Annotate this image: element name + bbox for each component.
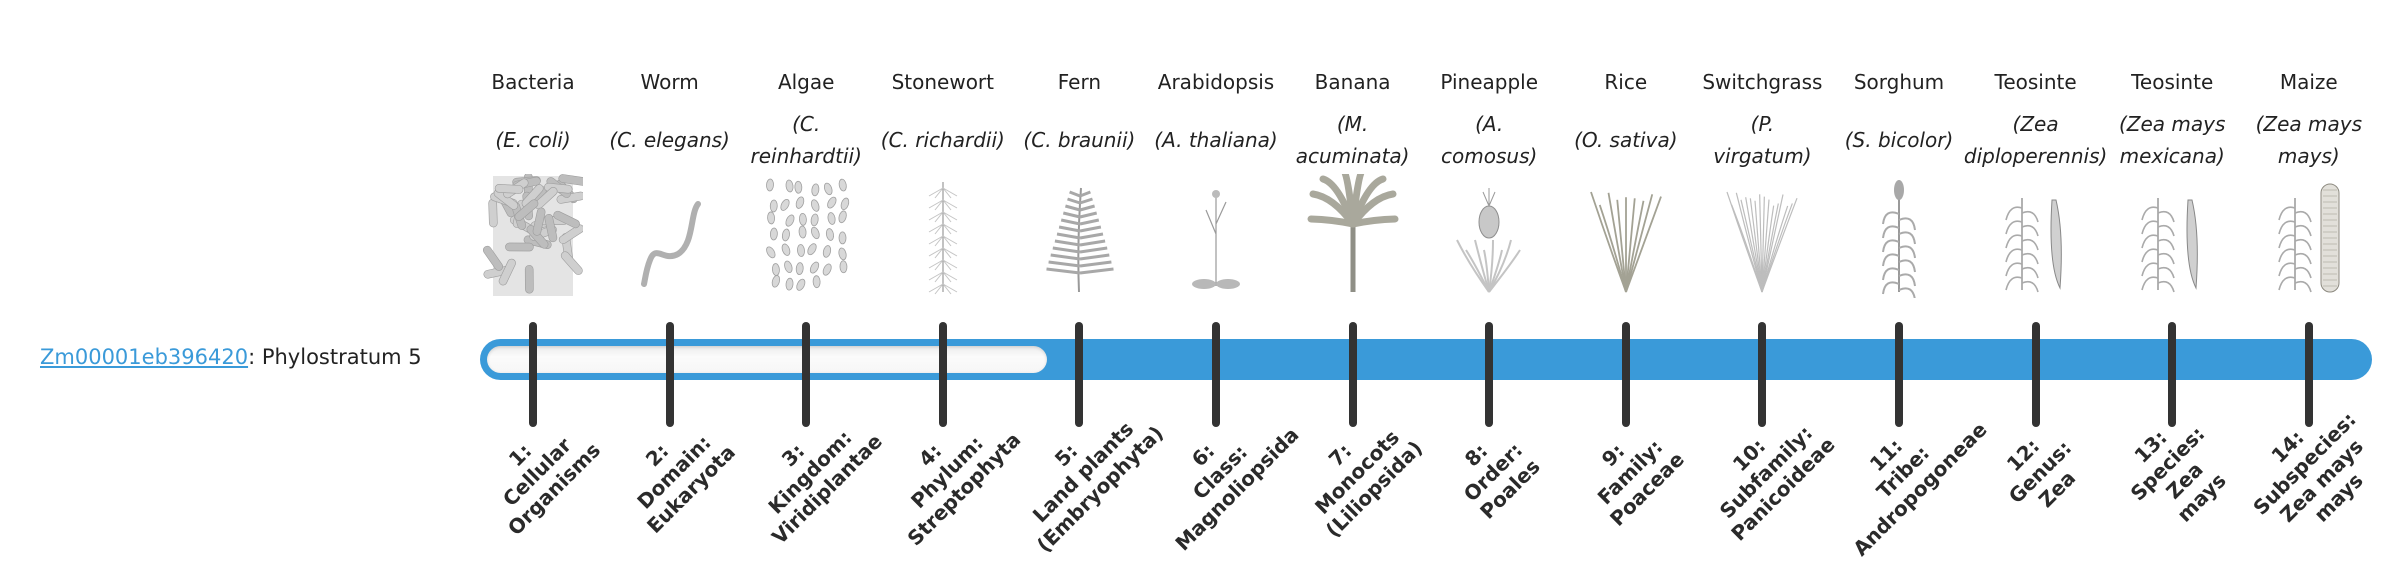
rank-label-text: 5: Land plants (Embryophyta) bbox=[998, 387, 1168, 557]
rank-label-text: 14: Subspecies: Zea mays mays bbox=[2231, 390, 2394, 553]
gene-id-link[interactable]: Zm00001eb396420 bbox=[40, 345, 249, 369]
scientific-name-line: (E. coli) bbox=[495, 128, 571, 152]
rank-tick bbox=[2304, 322, 2313, 427]
organism-scientific-name: (C. richardii) bbox=[865, 108, 1021, 172]
scientific-name-line: mays) bbox=[2277, 144, 2340, 168]
scientific-name-line: comosus) bbox=[1441, 144, 1538, 168]
rank-label-text: 3: Kingdom: Viridiplantae bbox=[733, 395, 887, 548]
switchgrass-icon bbox=[1712, 174, 1812, 298]
rank-label-text: 10: Subfamily: Panicoideae bbox=[1693, 398, 1840, 546]
scientific-name-line: (C. bbox=[792, 112, 821, 136]
arabidopsis-icon bbox=[1166, 174, 1266, 298]
scientific-name-line: (Zea mays bbox=[2118, 112, 2226, 136]
organism-scientific-name: (M. acuminata) bbox=[1275, 108, 1431, 172]
bar-empty-track bbox=[487, 346, 1048, 373]
organism-common-name: Teosinte bbox=[2131, 70, 2214, 94]
organism-scientific-name: (C. braunii) bbox=[1001, 108, 1157, 172]
rank-label-text: 8: Order: Poales bbox=[1441, 420, 1545, 524]
scientific-name-line: (C. elegans) bbox=[609, 128, 730, 152]
rank-tick bbox=[2168, 322, 2177, 427]
scientific-name-line: (A. thaliana) bbox=[1154, 128, 1278, 152]
organism-common-name: Arabidopsis bbox=[1157, 70, 1275, 94]
rank-tick bbox=[1212, 322, 1220, 427]
rank-tick bbox=[938, 322, 947, 427]
rank-tick bbox=[1348, 322, 1357, 427]
scientific-name-line: virgatum) bbox=[1713, 144, 1812, 168]
rice-icon bbox=[1576, 174, 1676, 298]
organism-scientific-name: (P. virgatum) bbox=[1684, 108, 1840, 172]
rank-label-text: 12: Genus: Zea bbox=[1986, 419, 2092, 525]
organism-common-name: Banana bbox=[1314, 70, 1391, 94]
rank-label-text: 13: Species: Zea mays bbox=[2109, 405, 2244, 540]
organism-scientific-name: (Zea diploperennis) bbox=[1958, 108, 2114, 172]
algae-icon bbox=[756, 174, 856, 298]
organism-common-name: Sorghum bbox=[1853, 70, 1945, 94]
rank-tick bbox=[1895, 322, 1903, 427]
rank-label-text: 1: Cellular Organisms bbox=[469, 404, 605, 540]
scientific-name-line: acuminata) bbox=[1295, 144, 1410, 168]
organism-scientific-name: (O. sativa) bbox=[1548, 108, 1704, 172]
organism-scientific-name: (C. reinhardtii) bbox=[728, 108, 884, 172]
organism-scientific-name: (A. thaliana) bbox=[1138, 108, 1294, 172]
rank-label-text: 4: Phylum: Streptophyta bbox=[868, 394, 1025, 551]
organism-common-name: Maize bbox=[2279, 70, 2338, 94]
organism-scientific-name: (Zea mays mays) bbox=[2231, 108, 2387, 172]
rank-tick bbox=[1485, 322, 1494, 427]
organism-scientific-name: (E. coli) bbox=[455, 108, 611, 172]
phylostratum-text: Phylostratum 5 bbox=[261, 345, 422, 369]
scientific-name-line: (C. richardii) bbox=[880, 128, 1005, 152]
organism-scientific-name: (Zea mays mexicana) bbox=[2094, 108, 2250, 172]
scientific-name-line: diploperennis) bbox=[1963, 144, 2108, 168]
scientific-name-line: mexicana) bbox=[2119, 144, 2225, 168]
organism-common-name: Fern bbox=[1057, 70, 1102, 94]
rank-tick bbox=[1075, 322, 1084, 427]
organism-common-name: Worm bbox=[640, 70, 699, 94]
organism-scientific-name: (A. comosus) bbox=[1411, 108, 1567, 172]
teosinte-icon bbox=[2122, 174, 2222, 298]
organism-scientific-name: (C. elegans) bbox=[592, 108, 748, 172]
phylostratum-bar bbox=[480, 339, 2372, 380]
organism-common-name: Teosinte bbox=[1994, 70, 2077, 94]
organism-scientific-name: (S. bicolor) bbox=[1821, 108, 1977, 172]
scientific-name-line: (S. bicolor) bbox=[1844, 128, 1954, 152]
scientific-name-line: (O. sativa) bbox=[1574, 128, 1678, 152]
stonewort-icon bbox=[893, 174, 993, 298]
banana-icon bbox=[1303, 165, 1403, 298]
rank-tick bbox=[2031, 322, 2040, 427]
rank-label-text: 11: Tribe: Andropogoneae bbox=[1814, 383, 1991, 560]
rank-label-text: 6: Class: Magnoliopsida bbox=[1137, 389, 1303, 555]
organism-common-name: Stonewort bbox=[891, 70, 994, 94]
pineapple-icon bbox=[1439, 174, 1539, 298]
scientific-name-line: (P. bbox=[1750, 112, 1775, 136]
organism-common-name: Pineapple bbox=[1440, 70, 1539, 94]
scientific-name-line: (Zea mays bbox=[2255, 112, 2362, 136]
organism-common-name: Switchgrass bbox=[1702, 70, 1823, 94]
maize-icon bbox=[2259, 174, 2359, 298]
rank-label-text: 2: Domain: Eukaryota bbox=[608, 406, 740, 538]
organism-common-name: Rice bbox=[1604, 70, 1648, 94]
rank-tick bbox=[665, 322, 674, 427]
scientific-name-line: (A. bbox=[1475, 112, 1504, 136]
rank-tick bbox=[1621, 322, 1630, 427]
bacteria-icon bbox=[483, 172, 587, 298]
organism-common-name: Bacteria bbox=[491, 70, 575, 94]
separator: : bbox=[248, 345, 262, 369]
scientific-name-line: reinhardtii) bbox=[750, 144, 862, 168]
teosinte-icon bbox=[1986, 174, 2086, 298]
organism-common-name: Algae bbox=[777, 70, 835, 94]
scientific-name-line: (Zea bbox=[2012, 112, 2059, 136]
worm-icon bbox=[620, 174, 720, 298]
rank-tick bbox=[1758, 322, 1767, 427]
sorghum-icon bbox=[1849, 174, 1949, 301]
scientific-name-line: (C. braunii) bbox=[1023, 128, 1136, 152]
scientific-name-line: (M. bbox=[1336, 112, 1369, 136]
rank-tick bbox=[529, 322, 537, 427]
rank-tick bbox=[802, 322, 811, 427]
fern-icon bbox=[1029, 174, 1129, 298]
rank-label-text: 9: Family: Poaceae bbox=[1571, 413, 1688, 531]
rank-label-text: 7: Monocots (Liliopsida) bbox=[1287, 402, 1427, 542]
gene-phylostratum-label: Zm00001eb396420: Phylostratum 5 bbox=[40, 340, 422, 374]
